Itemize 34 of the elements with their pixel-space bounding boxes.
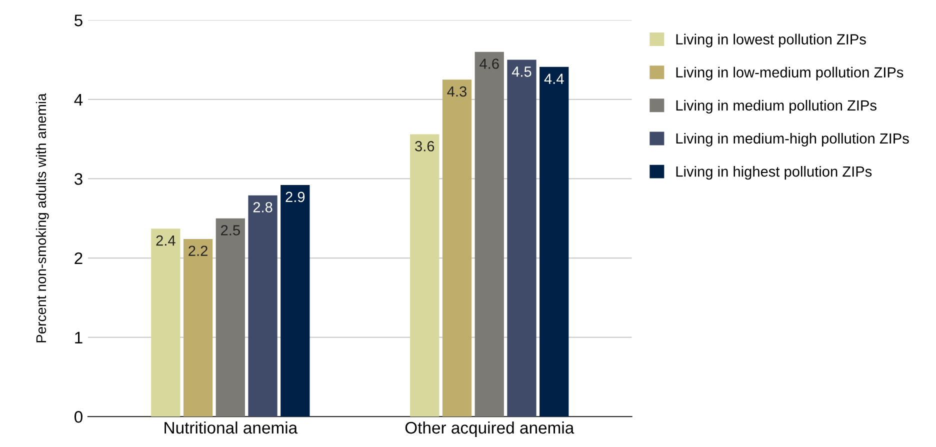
bar [540,66,569,417]
y-tick-label: 3 [74,173,82,185]
bar [248,195,278,417]
legend-label: Living in medium pollution ZIPs [676,100,876,114]
bar [474,52,504,417]
data-label: 3.6 [415,141,434,152]
y-axis-title: Percent non-smoking adults with anemia [36,93,49,342]
bar [410,134,440,417]
bar [442,80,472,417]
y-tick-label: 4 [74,94,83,106]
bar [280,185,310,417]
data-label: 2.9 [286,192,305,202]
legend-label: Living in lowest pollution ZIPs [676,34,866,48]
data-label: 4.4 [544,74,564,84]
legend-label: Living in low-medium pollution ZIPs [676,66,904,80]
y-tick-label: 1 [75,332,82,344]
bar [507,60,536,417]
y-tick-label: 5 [74,14,82,26]
data-label: 2.4 [156,235,176,246]
data-label: 4.3 [447,86,466,97]
data-label: 4.5 [512,66,532,77]
legend-label: Living in medium-high pollution ZIPs [676,132,909,147]
data-label: 4.6 [480,58,499,69]
legend-label: Living in highest pollution ZIPs [676,166,872,180]
x-tick-label: Other acquired anemia [405,421,574,437]
x-tick-label: Nutritional anemia [164,421,298,434]
data-label: 2.5 [221,225,240,236]
bar [216,218,245,417]
y-tick-label: 0 [74,411,82,423]
data-label: 2.8 [253,202,272,212]
y-tick-label: 2 [74,252,82,264]
bar [183,238,213,417]
bar [151,228,180,417]
data-label: 2.2 [188,246,208,256]
